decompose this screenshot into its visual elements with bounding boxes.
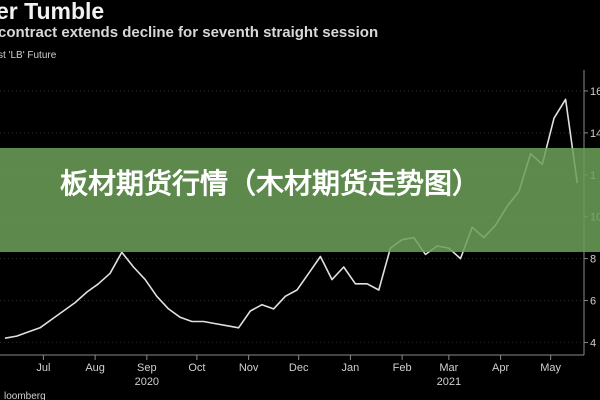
chart-title: er Tumble xyxy=(0,0,105,24)
y-tick-label: 14 xyxy=(590,128,600,140)
chart-subtitle: contract extends decline for seventh str… xyxy=(0,24,379,41)
source-label: loomberg xyxy=(4,391,46,400)
banner-text: 板材期货行情（木材期货走势图） xyxy=(60,167,481,200)
year-label: 2021 xyxy=(437,376,461,388)
x-tick-label: May xyxy=(540,362,561,374)
y-tick-label: 4 xyxy=(590,337,596,349)
y-tick-label: 16 xyxy=(590,86,600,98)
y-tick-label: 8 xyxy=(590,254,596,266)
x-tick-label: Jul xyxy=(36,362,50,374)
x-tick-label: Oct xyxy=(188,362,205,374)
series-label: st 'LB' Future xyxy=(0,50,57,61)
x-tick-label: Sep xyxy=(137,362,157,374)
year-label: 2020 xyxy=(135,376,159,388)
y-tick-label: 6 xyxy=(590,296,596,308)
x-tick-label: Mar xyxy=(439,362,458,374)
x-tick-label: Dec xyxy=(289,362,309,374)
x-tick-label: Feb xyxy=(393,362,412,374)
x-tick-label: Aug xyxy=(85,362,105,374)
x-tick-label: Apr xyxy=(492,362,509,374)
title-banner xyxy=(0,148,600,252)
x-tick-label: Jan xyxy=(342,362,360,374)
x-tick-labels: Jul Aug Sep Oct Nov Dec Jan Feb Mar Apr May 2020 202… xyxy=(36,362,561,388)
x-tick-label: Nov xyxy=(239,362,259,374)
